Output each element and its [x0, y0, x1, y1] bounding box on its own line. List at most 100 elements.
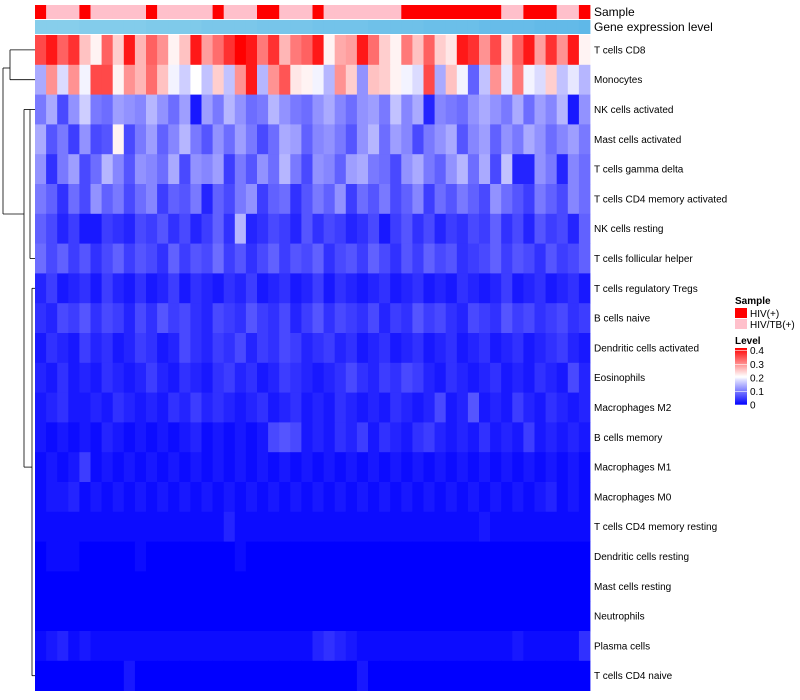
expression-annotation-bar [35, 20, 591, 34]
heatmap-cell [567, 154, 580, 185]
sample-annotation-cell [401, 5, 413, 19]
heatmap-cell [223, 64, 236, 95]
heatmap-cell [190, 601, 202, 632]
heatmap-cell [223, 303, 236, 334]
heatmap-cell [356, 422, 369, 453]
heatmap-cell [268, 482, 280, 513]
heatmap-cell [501, 422, 513, 453]
heatmap-cell [157, 213, 169, 244]
heatmap-cell [268, 333, 280, 364]
heatmap-cell [223, 601, 236, 632]
expression-annotation-cell [301, 20, 313, 34]
heatmap-cell [323, 571, 336, 602]
heatmap-cell [312, 392, 324, 423]
heatmap-cell [423, 452, 435, 483]
heatmap-cell [168, 362, 180, 393]
heatmap-cell [146, 64, 158, 95]
heatmap-cell [79, 333, 91, 364]
heatmap-cell [501, 273, 513, 304]
heatmap-cell [323, 184, 336, 215]
heatmap-cell [323, 303, 336, 334]
heatmap-cell [490, 184, 502, 215]
heatmap-cell [390, 333, 402, 364]
heatmap-cell [467, 631, 480, 662]
heatmap-cell [545, 64, 558, 95]
heatmap-cell [223, 511, 236, 542]
heatmap-cell [35, 243, 47, 274]
heatmap-cell [46, 601, 58, 632]
sample-annotation-cell [101, 5, 114, 19]
legend-tick-label: 0 [750, 401, 756, 412]
heatmap-cell [323, 213, 336, 244]
heatmap-cell [456, 35, 469, 66]
heatmap-cell [123, 64, 136, 95]
heatmap-cell [578, 243, 591, 274]
heatmap-cell [68, 511, 80, 542]
heatmap-cell [257, 35, 269, 66]
heatmap-cell [345, 213, 358, 244]
heatmap-cell [434, 601, 447, 632]
heatmap-cell [68, 184, 80, 215]
heatmap-cell [190, 631, 202, 662]
heatmap-cell [279, 64, 291, 95]
heatmap-cell [279, 35, 291, 66]
heatmap-cell [301, 154, 313, 185]
heatmap-cell [179, 362, 191, 393]
heatmap-cell [290, 64, 302, 95]
heatmap-cell [534, 601, 546, 632]
heatmap-cell [479, 422, 491, 453]
heatmap-cell [146, 631, 158, 662]
heatmap-cell [157, 243, 169, 274]
heatmap-cell [445, 392, 458, 423]
heatmap-cell [279, 273, 291, 304]
sample-annotation-cell [368, 5, 380, 19]
expression-annotation-cell [79, 20, 91, 34]
heatmap-cell [190, 452, 202, 483]
heatmap-cell [578, 303, 591, 334]
sample-annotation-cell [112, 5, 125, 19]
heatmap-cell [423, 184, 435, 215]
heatmap-cell [79, 452, 91, 483]
heatmap-cell [401, 452, 413, 483]
heatmap-cell [501, 303, 513, 334]
heatmap-cell [390, 35, 402, 66]
heatmap-cell [490, 601, 502, 632]
heatmap-cell [556, 94, 569, 125]
heatmap-cell [190, 213, 202, 244]
heatmap-cell [567, 243, 580, 274]
heatmap-cell [123, 511, 136, 542]
heatmap-cell [123, 35, 136, 66]
heatmap-cell [190, 511, 202, 542]
heatmap-cell [401, 184, 413, 215]
heatmap-cell [334, 482, 347, 513]
heatmap-cell [567, 362, 580, 393]
heatmap-cell [301, 571, 313, 602]
sample-annotation-cell [467, 5, 480, 19]
heatmap-cell [157, 64, 169, 95]
heatmap-cell [301, 303, 313, 334]
heatmap-cell [301, 392, 313, 423]
heatmap-cell [356, 94, 369, 125]
heatmap-cell [35, 392, 47, 423]
heatmap-cell [523, 362, 535, 393]
heatmap-cell [334, 541, 347, 572]
heatmap-cell [556, 124, 569, 155]
heatmap-cell [456, 94, 469, 125]
heatmap-cell [479, 273, 491, 304]
heatmap-cell [567, 303, 580, 334]
heatmap-cell [234, 154, 247, 185]
sample-annotation-cell [201, 5, 213, 19]
heatmap-cell [345, 243, 358, 274]
heatmap-cell [412, 273, 424, 304]
heatmap-cell [168, 392, 180, 423]
heatmap-cell [146, 243, 158, 274]
heatmap-cell [567, 511, 580, 542]
heatmap-cell [46, 184, 58, 215]
heatmap-cell [279, 362, 291, 393]
heatmap-cell [556, 243, 569, 274]
heatmap-cell [79, 184, 91, 215]
heatmap-cell [490, 571, 502, 602]
heatmap-cell [123, 392, 136, 423]
heatmap-cell [123, 422, 136, 453]
sample-annotation-bar [35, 5, 591, 19]
